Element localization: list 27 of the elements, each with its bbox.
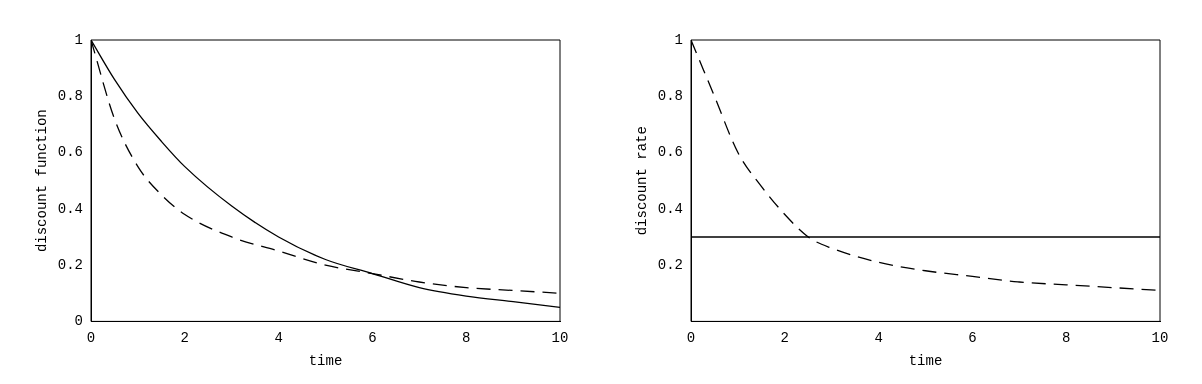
y-tick-label: 1 xyxy=(74,31,83,48)
y-tick-label: 0 xyxy=(74,313,83,330)
x-tick-label: 2 xyxy=(780,329,790,346)
y-tick-label: 0.8 xyxy=(657,87,683,104)
y-axis-title: discount rate xyxy=(634,126,651,236)
y-axis-title: discount function xyxy=(34,109,51,253)
x-tick-label: 8 xyxy=(462,329,471,346)
y-tick-label: 0.2 xyxy=(657,256,683,273)
x-tick-label: 0 xyxy=(86,329,96,346)
x-axis-title: time xyxy=(308,353,343,370)
y-tick-label: 0.6 xyxy=(57,144,83,161)
x-tick-label: 6 xyxy=(968,329,977,346)
y-tick-label: 0.4 xyxy=(657,200,683,217)
x-tick-label: 8 xyxy=(1062,329,1071,346)
x-tick-label: 4 xyxy=(874,329,883,346)
y-tick-label: 0.6 xyxy=(657,144,683,161)
y-tick-label: 0.8 xyxy=(57,87,83,104)
x-tick-label: 4 xyxy=(274,329,283,346)
x-tick-label: 10 xyxy=(1151,329,1169,346)
y-tick-label: 0.2 xyxy=(57,256,83,273)
x-tick-label: 0 xyxy=(686,329,696,346)
x-axis-title: time xyxy=(908,353,943,370)
y-tick-label: 0.4 xyxy=(57,200,83,217)
x-tick-label: 10 xyxy=(551,329,569,346)
x-tick-label: 6 xyxy=(368,329,377,346)
x-tick-label: 2 xyxy=(180,329,190,346)
y-tick-label: 1 xyxy=(674,31,683,48)
